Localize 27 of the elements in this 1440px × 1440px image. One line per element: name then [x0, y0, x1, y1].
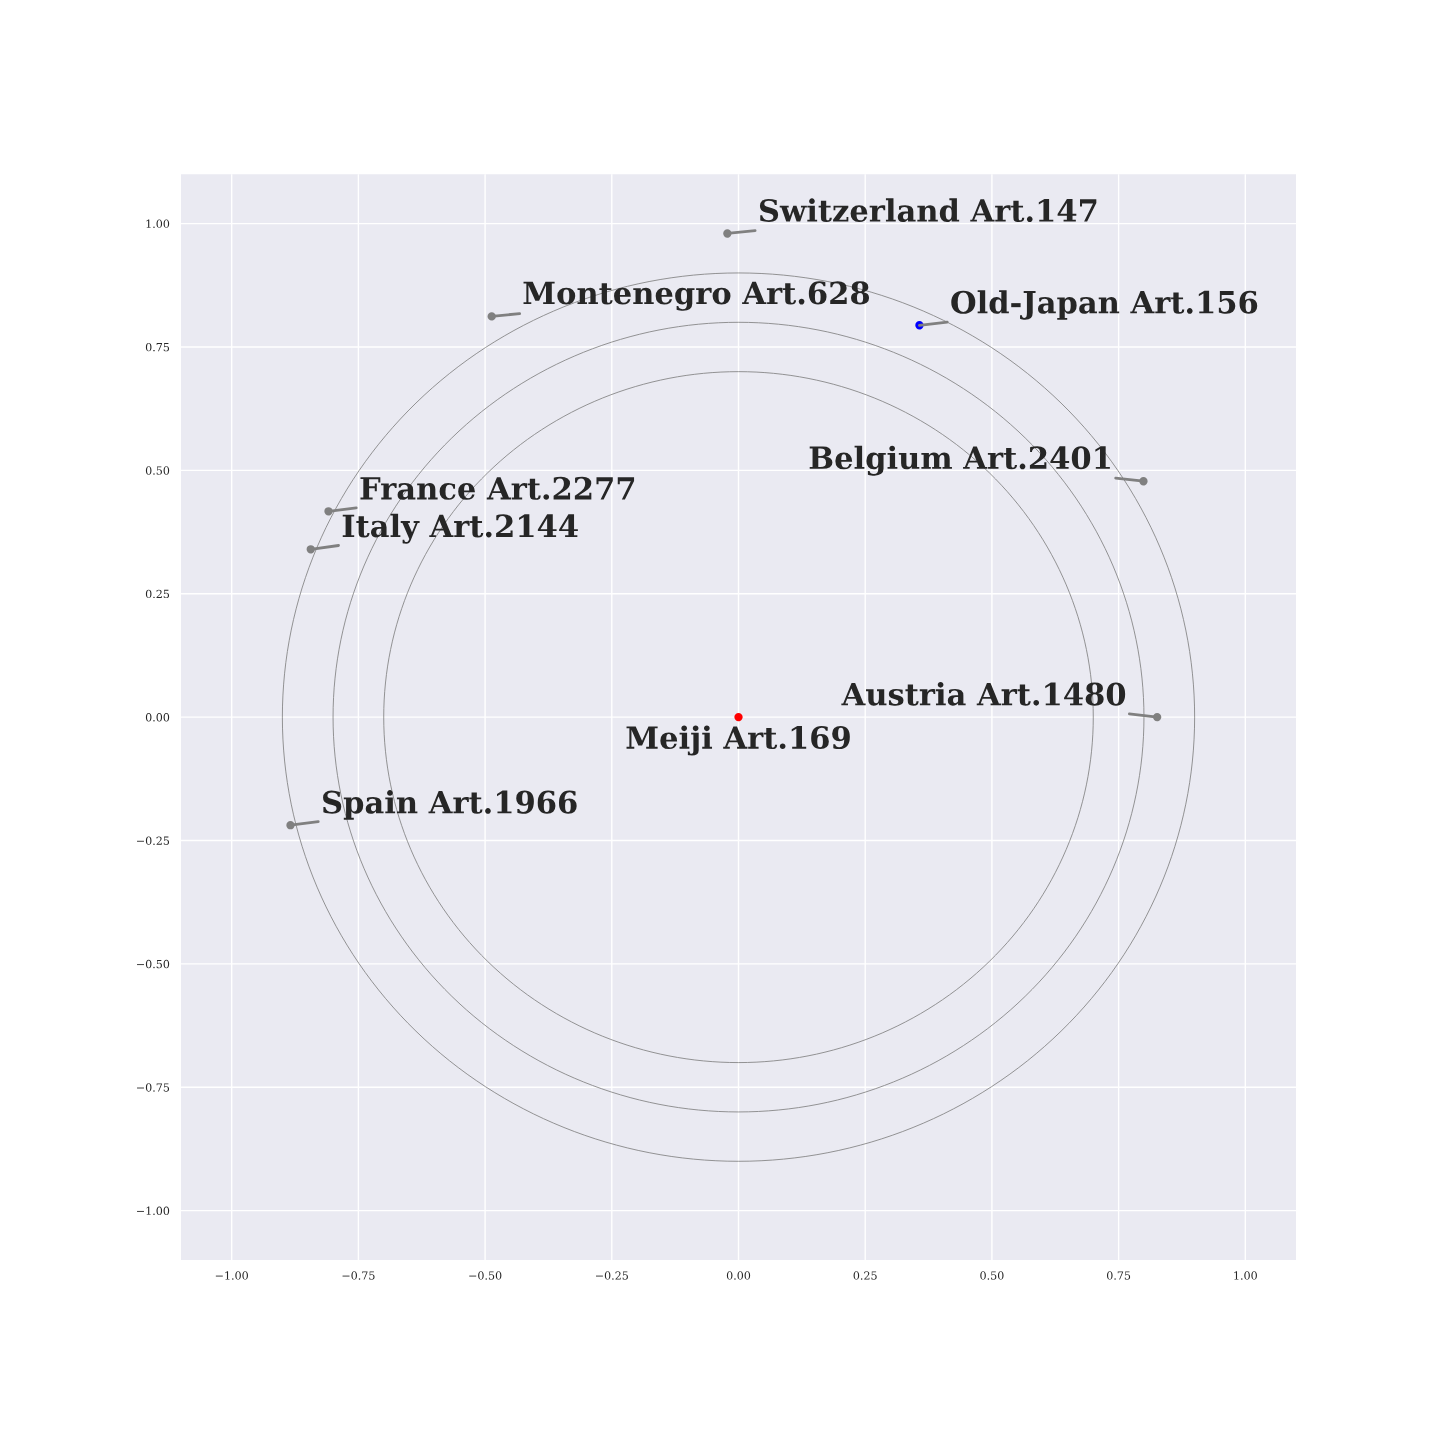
- annotation: Belgium Art.2401: [809, 445, 1110, 476]
- annotation: Italy Art.2144: [342, 513, 578, 544]
- annotation: France Art.2277: [360, 476, 635, 500]
- y-tick-label: −1.00: [137, 1206, 170, 1216]
- annotation: Austria Art.1480: [841, 681, 1126, 706]
- y-tick-label: −0.50: [137, 959, 170, 969]
- annotation: Montenegro Art.628: [523, 281, 870, 311]
- y-tick-label: 1.00: [146, 219, 170, 228]
- annotation: Spain Art.1966: [323, 790, 577, 820]
- annotation: Switzerland Art.147: [759, 198, 1097, 222]
- x-tick-label: −0.25: [595, 1271, 628, 1280]
- y-tick-label: 0.00: [145, 713, 170, 722]
- x-tick-label: −0.75: [342, 1271, 375, 1280]
- y-tick-label: 0.25: [145, 589, 170, 599]
- y-tick-label: 0.75: [145, 342, 170, 352]
- annotation: Old-Japan Art.156: [951, 290, 1258, 320]
- y-tick-label: −0.25: [137, 836, 170, 845]
- x-tick-label: 0.25: [853, 1271, 877, 1280]
- x-tick-label: −0.50: [469, 1271, 502, 1280]
- y-tick-label: −0.75: [137, 1083, 170, 1092]
- x-tick-label: −1.00: [215, 1271, 248, 1280]
- x-tick-label: 1.00: [1234, 1271, 1257, 1280]
- y-tick-label: 0.50: [145, 466, 170, 475]
- x-tick-label: 0.50: [980, 1271, 1004, 1280]
- x-tick-label: 0.00: [726, 1271, 751, 1280]
- annotation: Meiji Art.169: [626, 725, 850, 756]
- x-tick-label: 0.75: [1106, 1271, 1131, 1280]
